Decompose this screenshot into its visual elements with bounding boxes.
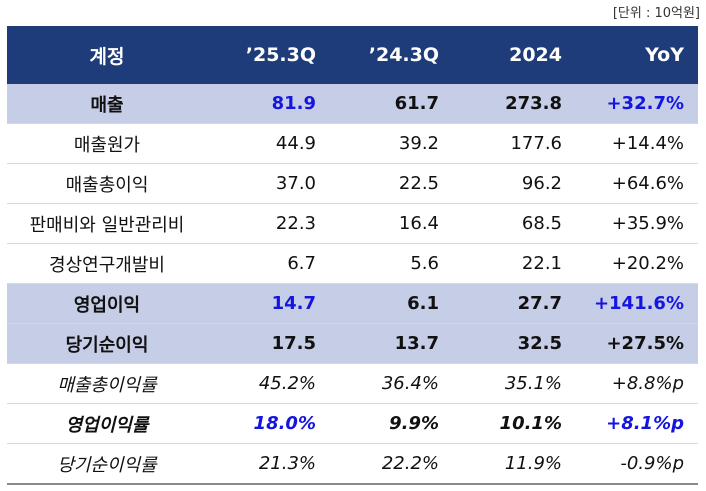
value-25-3q: 44.9 xyxy=(207,123,330,164)
account-label: 영업이익률 xyxy=(7,403,207,444)
header-yoy: YoY xyxy=(576,26,698,84)
value-24-3q: 6.1 xyxy=(330,283,453,324)
value-yoy: +32.7% xyxy=(576,84,698,124)
value-2024: 96.2 xyxy=(453,163,576,204)
value-yoy: +14.4% xyxy=(576,123,698,164)
value-25-3q: 37.0 xyxy=(207,163,330,204)
header-24-3q: ’24.3Q xyxy=(330,26,453,84)
value-yoy: +20.2% xyxy=(576,243,698,284)
value-24-3q: 9.9% xyxy=(330,403,453,444)
row-gross-margin: 매출총이익률 45.2% 36.4% 35.1% +8.8%p xyxy=(7,363,698,404)
row-operating-margin: 영업이익률 18.0% 9.9% 10.1% +8.1%p xyxy=(7,403,698,444)
value-25-3q: 22.3 xyxy=(207,203,330,244)
value-25-3q: 21.3% xyxy=(207,443,330,485)
value-2024: 177.6 xyxy=(453,123,576,164)
account-label: 당기순이익률 xyxy=(7,443,207,485)
value-25-3q: 6.7 xyxy=(207,243,330,284)
value-24-3q: 39.2 xyxy=(330,123,453,164)
value-25-3q: 17.5 xyxy=(207,323,330,364)
account-label: 경상연구개발비 xyxy=(7,243,207,284)
header-2024: 2024 xyxy=(453,26,576,84)
row-net-income: 당기순이익 17.5 13.7 32.5 +27.5% xyxy=(7,323,698,364)
value-2024: 35.1% xyxy=(453,363,576,404)
row-operating-profit: 영업이익 14.7 6.1 27.7 +141.6% xyxy=(7,283,698,324)
account-label: 매출총이익률 xyxy=(7,363,207,404)
value-yoy: +64.6% xyxy=(576,163,698,204)
row-gross-profit: 매출총이익 37.0 22.5 96.2 +64.6% xyxy=(7,163,698,204)
value-24-3q: 36.4% xyxy=(330,363,453,404)
value-2024: 10.1% xyxy=(453,403,576,444)
value-24-3q: 5.6 xyxy=(330,243,453,284)
value-2024: 22.1 xyxy=(453,243,576,284)
account-label: 매출총이익 xyxy=(7,163,207,204)
value-24-3q: 22.2% xyxy=(330,443,453,485)
value-yoy: +8.8%p xyxy=(576,363,698,404)
header-account: 계정 xyxy=(7,26,207,84)
value-2024: 68.5 xyxy=(453,203,576,244)
value-25-3q: 45.2% xyxy=(207,363,330,404)
header-25-3q: ’25.3Q xyxy=(207,26,330,84)
value-24-3q: 13.7 xyxy=(330,323,453,364)
value-24-3q: 22.5 xyxy=(330,163,453,204)
value-yoy: -0.9%p xyxy=(576,443,698,485)
value-25-3q: 18.0% xyxy=(207,403,330,444)
financial-summary-table: 계정 ’25.3Q ’24.3Q 2024 YoY 매출 81.9 61.7 2… xyxy=(7,26,698,485)
account-label: 매출원가 xyxy=(7,123,207,164)
value-24-3q: 16.4 xyxy=(330,203,453,244)
row-sga: 판매비와 일반관리비 22.3 16.4 68.5 +35.9% xyxy=(7,203,698,244)
value-24-3q: 61.7 xyxy=(330,84,453,124)
account-label: 매출 xyxy=(7,84,207,124)
value-2024: 27.7 xyxy=(453,283,576,324)
row-rnd: 경상연구개발비 6.7 5.6 22.1 +20.2% xyxy=(7,243,698,284)
value-2024: 32.5 xyxy=(453,323,576,364)
value-yoy: +27.5% xyxy=(576,323,698,364)
value-25-3q: 81.9 xyxy=(207,84,330,124)
value-yoy: +8.1%p xyxy=(576,403,698,444)
account-label: 판매비와 일반관리비 xyxy=(7,203,207,244)
row-net-margin: 당기순이익률 21.3% 22.2% 11.9% -0.9%p xyxy=(7,443,698,485)
row-cost-of-sales: 매출원가 44.9 39.2 177.6 +14.4% xyxy=(7,123,698,164)
account-label: 영업이익 xyxy=(7,283,207,324)
value-25-3q: 14.7 xyxy=(207,283,330,324)
value-yoy: +141.6% xyxy=(576,283,698,324)
table-header-row: 계정 ’25.3Q ’24.3Q 2024 YoY xyxy=(7,26,698,84)
value-2024: 11.9% xyxy=(453,443,576,485)
account-label: 당기순이익 xyxy=(7,323,207,364)
unit-label: [단위 : 10억원] xyxy=(612,6,700,21)
value-2024: 273.8 xyxy=(453,84,576,124)
row-revenue: 매출 81.9 61.7 273.8 +32.7% xyxy=(7,84,698,124)
value-yoy: +35.9% xyxy=(576,203,698,244)
